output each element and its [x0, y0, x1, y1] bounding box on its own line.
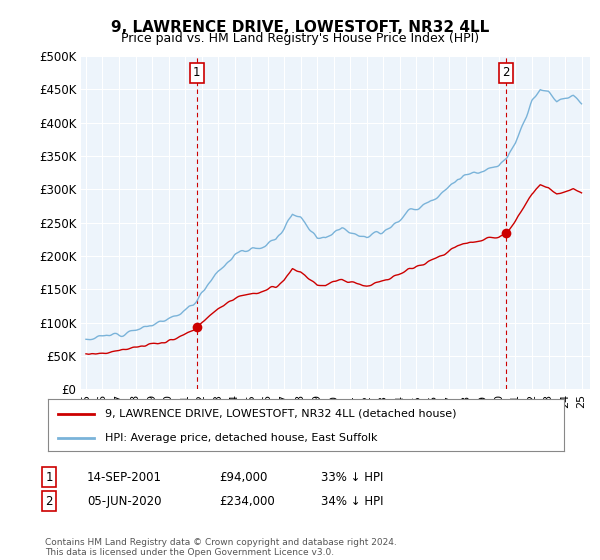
Text: HPI: Average price, detached house, East Suffolk: HPI: Average price, detached house, East… [105, 433, 377, 443]
Text: 1: 1 [46, 470, 53, 484]
Text: £234,000: £234,000 [219, 494, 275, 508]
Text: 1: 1 [193, 66, 200, 79]
Text: 33% ↓ HPI: 33% ↓ HPI [321, 470, 383, 484]
Text: 34% ↓ HPI: 34% ↓ HPI [321, 494, 383, 508]
Text: 05-JUN-2020: 05-JUN-2020 [87, 494, 161, 508]
Text: 9, LAWRENCE DRIVE, LOWESTOFT, NR32 4LL: 9, LAWRENCE DRIVE, LOWESTOFT, NR32 4LL [111, 20, 489, 35]
Text: 14-SEP-2001: 14-SEP-2001 [87, 470, 162, 484]
Text: 2: 2 [502, 66, 510, 79]
Text: 2: 2 [46, 494, 53, 508]
Text: Contains HM Land Registry data © Crown copyright and database right 2024.
This d: Contains HM Land Registry data © Crown c… [45, 538, 397, 557]
Text: £94,000: £94,000 [219, 470, 268, 484]
Text: Price paid vs. HM Land Registry's House Price Index (HPI): Price paid vs. HM Land Registry's House … [121, 32, 479, 45]
Text: 9, LAWRENCE DRIVE, LOWESTOFT, NR32 4LL (detached house): 9, LAWRENCE DRIVE, LOWESTOFT, NR32 4LL (… [105, 409, 456, 419]
